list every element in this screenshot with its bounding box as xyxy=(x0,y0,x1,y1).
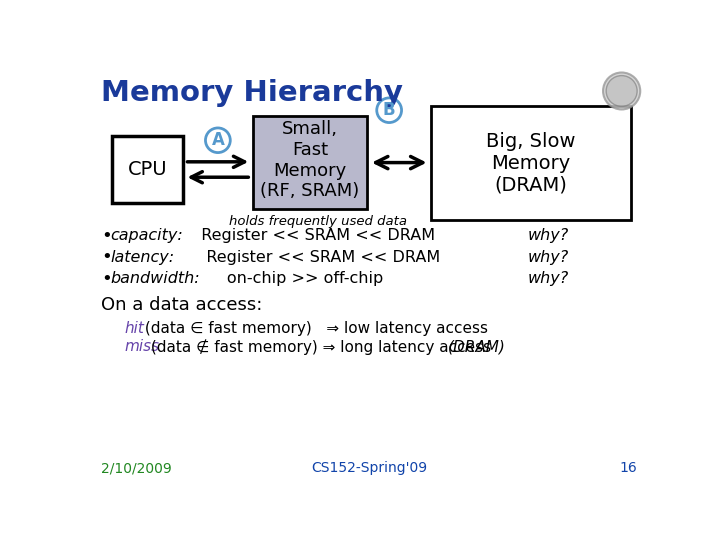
Text: (data ∈ fast memory)   ⇒ low latency access: (data ∈ fast memory) ⇒ low latency acces… xyxy=(140,321,487,336)
Text: Register << SRAM << DRAM: Register << SRAM << DRAM xyxy=(191,228,435,243)
Text: Small,
Fast
Memory
(RF, SRAM): Small, Fast Memory (RF, SRAM) xyxy=(261,120,360,200)
Bar xyxy=(112,136,183,204)
Text: bandwidth:: bandwidth: xyxy=(110,272,199,286)
Circle shape xyxy=(205,128,230,153)
Text: on-chip >> off-chip: on-chip >> off-chip xyxy=(191,272,383,286)
Text: On a data access:: On a data access: xyxy=(101,296,262,314)
Text: B: B xyxy=(383,101,395,119)
Text: capacity:: capacity: xyxy=(110,228,183,243)
Text: •: • xyxy=(101,270,112,288)
Text: •: • xyxy=(101,248,112,266)
Text: why?: why? xyxy=(528,228,569,243)
Text: why?: why? xyxy=(528,250,569,265)
Text: CS152-Spring'09: CS152-Spring'09 xyxy=(311,461,427,475)
Text: miss: miss xyxy=(124,339,159,354)
Text: hit: hit xyxy=(124,321,144,336)
Text: 16: 16 xyxy=(619,461,637,475)
Text: (DRAM): (DRAM) xyxy=(448,339,506,354)
Text: CPU: CPU xyxy=(127,160,167,179)
Text: 2/10/2009: 2/10/2009 xyxy=(101,461,171,475)
Text: Register << SRAM << DRAM: Register << SRAM << DRAM xyxy=(191,250,440,265)
Text: why?: why? xyxy=(528,272,569,286)
Bar xyxy=(431,106,631,220)
Circle shape xyxy=(377,98,402,123)
Bar xyxy=(253,117,367,209)
Text: holds frequently used data: holds frequently used data xyxy=(229,215,407,228)
Text: A: A xyxy=(212,131,225,149)
Text: Memory Hierarchy: Memory Hierarchy xyxy=(101,79,403,107)
Circle shape xyxy=(603,72,640,110)
Text: (data ∉ fast memory) ⇒ long latency access: (data ∉ fast memory) ⇒ long latency acce… xyxy=(145,339,496,355)
Text: latency:: latency: xyxy=(110,250,174,265)
Text: •: • xyxy=(101,227,112,245)
Circle shape xyxy=(606,76,637,106)
Text: Big, Slow
Memory
(DRAM): Big, Slow Memory (DRAM) xyxy=(486,132,576,195)
